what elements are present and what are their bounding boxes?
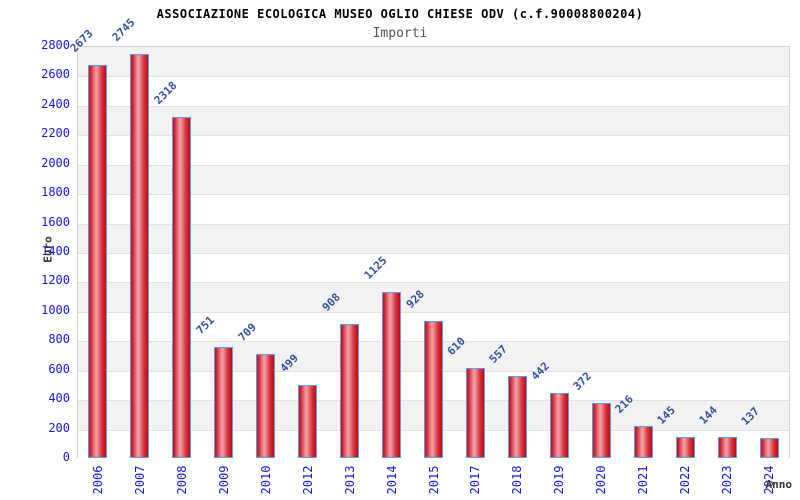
bar [675, 436, 695, 458]
grid-band [78, 194, 789, 224]
grid-band [78, 253, 789, 283]
bar [549, 392, 569, 458]
bar [88, 64, 108, 458]
x-tick-label: 2022 [678, 465, 693, 495]
bar [214, 347, 234, 458]
x-tick-label: 2010 [258, 465, 273, 495]
bar [507, 376, 527, 458]
chart-title: ASSOCIAZIONE ECOLOGICA MUSEO OGLIO CHIES… [156, 7, 644, 21]
y-tick-label: 400 [48, 391, 70, 406]
gridline [78, 282, 789, 284]
gridline [78, 76, 789, 78]
bar [591, 403, 611, 458]
grid-band [78, 282, 789, 312]
y-tick-label: 2400 [41, 96, 70, 111]
y-tick-label: 600 [48, 361, 70, 376]
gridline [78, 253, 789, 254]
bar [465, 368, 485, 458]
grid-band [78, 164, 789, 195]
gridline [78, 135, 789, 137]
gridline [78, 311, 789, 313]
gridline [78, 194, 789, 196]
x-tick-label: 2012 [300, 465, 315, 495]
bar [759, 437, 779, 458]
gridline [78, 105, 789, 107]
x-axis-title: Anno [765, 478, 793, 491]
grid-band [78, 105, 789, 136]
bar [256, 353, 276, 458]
bar [130, 54, 150, 458]
x-tick-label: 2006 [90, 465, 105, 495]
bar [172, 116, 192, 458]
y-axis-title: Euro [41, 236, 55, 263]
bar [298, 384, 318, 458]
grid-band [78, 223, 789, 253]
grid-band [78, 47, 789, 77]
y-tick-label: 1200 [41, 273, 70, 288]
y-tick-label: 0 [62, 450, 70, 464]
x-tick-label: 2007 [132, 465, 147, 495]
x-tick-label: 2019 [552, 465, 567, 495]
x-tick-label: 2023 [720, 465, 735, 495]
bar [382, 292, 402, 458]
y-tick-label: 2200 [41, 126, 70, 141]
grid-band [78, 76, 789, 106]
bar [717, 436, 737, 458]
gridline [78, 223, 789, 225]
y-tick-label: 2600 [41, 67, 70, 82]
x-tick-label: 2009 [216, 465, 231, 495]
x-tick-label: 2017 [468, 465, 483, 495]
chart-subtitle: Importi [372, 26, 428, 41]
y-tick-label: 2000 [41, 155, 70, 170]
x-tick-label: 2013 [342, 465, 357, 495]
y-tick-label: 2800 [41, 38, 70, 52]
x-tick-label: 2020 [594, 465, 609, 495]
y-tick-label: 1800 [41, 185, 70, 200]
y-tick-label: 1600 [41, 214, 70, 229]
bar [424, 321, 443, 458]
y-tick-label: 1000 [41, 302, 70, 317]
y-tick-label: 200 [48, 420, 70, 435]
y-tick-label: 800 [48, 332, 70, 347]
x-tick-label: 2008 [174, 465, 189, 495]
x-tick-label: 2014 [384, 465, 399, 495]
y-tick-label: 1400 [41, 244, 70, 258]
bar [340, 324, 360, 458]
gridline [78, 164, 789, 166]
x-tick-label: 2015 [426, 465, 441, 495]
grid-band [78, 135, 789, 165]
x-tick-label: 2018 [510, 465, 525, 495]
bar [633, 426, 653, 458]
x-tick-label: 2021 [636, 465, 651, 495]
